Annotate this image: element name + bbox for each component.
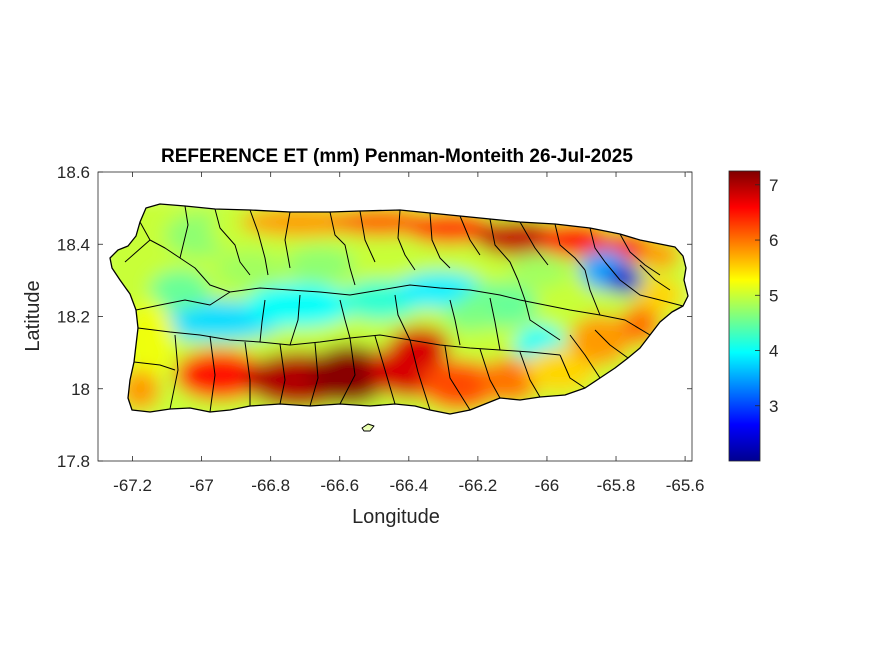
border-line bbox=[279, 343, 286, 405]
border-line bbox=[209, 335, 216, 413]
border-line bbox=[459, 215, 481, 256]
border-line bbox=[554, 223, 586, 271]
x-tick-label: -67 bbox=[189, 476, 214, 495]
colorbar-tick-label: 3 bbox=[769, 397, 778, 416]
border-line bbox=[259, 299, 266, 343]
et-patch bbox=[240, 208, 360, 236]
et-patch bbox=[638, 277, 682, 313]
border-line bbox=[284, 211, 291, 269]
et-patch bbox=[525, 348, 595, 392]
y-tick-label: 18.4 bbox=[57, 235, 90, 254]
x-tick-label: -66.4 bbox=[389, 476, 428, 495]
border-line bbox=[135, 291, 231, 311]
border-line bbox=[589, 227, 606, 263]
border-line bbox=[429, 212, 451, 269]
x-tick-label: -66.8 bbox=[251, 476, 290, 495]
border-line bbox=[639, 264, 671, 291]
y-axis-title: Latitude bbox=[22, 280, 44, 351]
border-line bbox=[329, 211, 356, 286]
border-line bbox=[619, 233, 661, 276]
et-patch bbox=[215, 250, 285, 290]
border-line bbox=[374, 335, 396, 405]
et-patch bbox=[405, 212, 495, 244]
x-tick-label: -66 bbox=[535, 476, 560, 495]
border-line bbox=[444, 345, 471, 411]
et-patch bbox=[150, 270, 210, 310]
et-patch bbox=[370, 244, 430, 276]
colorbar-tick-label: 7 bbox=[769, 176, 778, 195]
et-patch bbox=[510, 252, 570, 288]
et-patch bbox=[245, 283, 355, 327]
border-line bbox=[489, 297, 501, 351]
border-line bbox=[489, 218, 519, 281]
border-line bbox=[339, 299, 351, 339]
border-line bbox=[519, 351, 541, 398]
y-tick-label: 17.8 bbox=[57, 452, 90, 471]
border-line bbox=[394, 294, 411, 341]
border-line bbox=[479, 348, 501, 399]
x-tick-label: -67.2 bbox=[113, 476, 152, 495]
border-line bbox=[339, 337, 356, 405]
x-tick-label: -66.2 bbox=[459, 476, 498, 495]
border-line bbox=[559, 354, 586, 389]
border-line bbox=[249, 209, 269, 276]
x-tick-label: -65.6 bbox=[666, 476, 705, 495]
border-line bbox=[519, 221, 549, 266]
colorbar-ticks: 3 4 5 6 7 bbox=[755, 176, 778, 416]
colorbar bbox=[728, 170, 761, 462]
colorbar-tick-label: 6 bbox=[769, 231, 778, 250]
y-tick-label: 18.6 bbox=[57, 163, 90, 182]
border-line bbox=[517, 279, 561, 341]
border-line bbox=[449, 299, 461, 346]
border-line bbox=[397, 209, 416, 271]
y-tick-label: 18 bbox=[71, 380, 90, 399]
border-line bbox=[133, 361, 176, 371]
border-line bbox=[109, 203, 689, 415]
et-patch bbox=[607, 266, 643, 294]
border-line bbox=[169, 334, 179, 410]
et-patch bbox=[540, 222, 610, 258]
border-line bbox=[569, 334, 601, 379]
border-line bbox=[584, 269, 601, 316]
et-patch bbox=[420, 360, 500, 410]
y-tick-label: 18.2 bbox=[57, 308, 90, 327]
border-line bbox=[124, 239, 151, 263]
border-line bbox=[359, 210, 376, 263]
colorbar-tick-label: 4 bbox=[769, 342, 778, 361]
border-line bbox=[594, 329, 629, 359]
et-patch bbox=[285, 247, 355, 283]
et-patch bbox=[455, 327, 505, 363]
et-patch bbox=[175, 350, 265, 400]
border-line bbox=[229, 284, 546, 306]
border-line bbox=[289, 294, 301, 346]
border-line bbox=[361, 423, 375, 432]
municipality-borders bbox=[109, 203, 689, 432]
et-patch bbox=[390, 327, 450, 363]
et-patch bbox=[445, 299, 495, 331]
border-line bbox=[244, 341, 251, 406]
x-tick-label: -66.6 bbox=[320, 476, 359, 495]
x-axis-title: Longitude bbox=[352, 506, 440, 528]
x-axis: -67.2 -67 -66.8 -66.6 -66.4 -66.2 -66 -65.8 -65.… bbox=[113, 172, 704, 495]
et-patch bbox=[310, 345, 390, 405]
plot-title: REFERENCE ET (mm) Penman-Monteith 26-Jul… bbox=[161, 146, 633, 167]
border-line bbox=[604, 261, 684, 307]
border-line bbox=[214, 208, 251, 276]
y-axis: 17.8 18 18.2 18.4 18.6 bbox=[57, 163, 692, 471]
et-patch bbox=[330, 208, 430, 236]
et-patch bbox=[640, 241, 680, 269]
border-line bbox=[179, 205, 189, 259]
border-line bbox=[309, 342, 319, 407]
colorbar-tick-label: 5 bbox=[769, 286, 778, 305]
border-line bbox=[409, 339, 431, 411]
et-patch bbox=[475, 220, 565, 256]
x-tick-label: -65.8 bbox=[597, 476, 636, 495]
et-patch bbox=[480, 358, 540, 402]
et-patch bbox=[570, 315, 630, 365]
